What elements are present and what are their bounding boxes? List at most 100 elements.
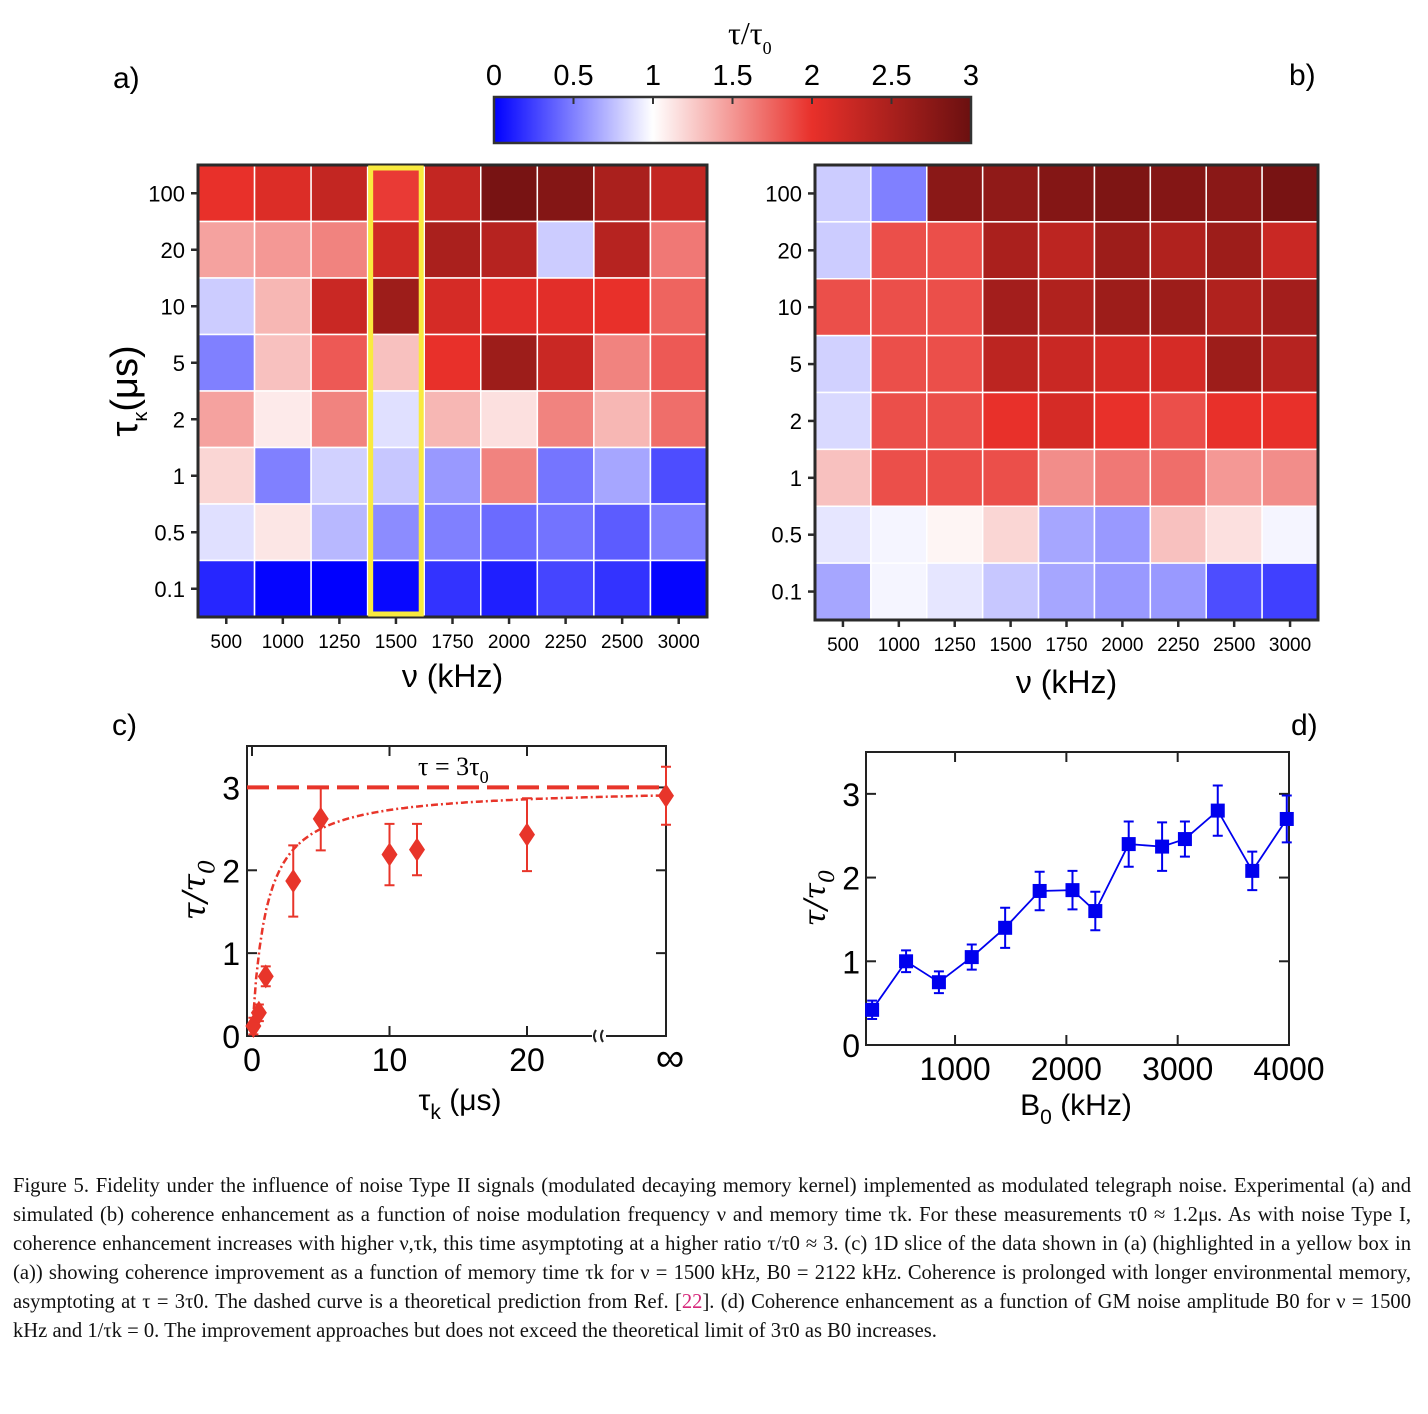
y-tick-label: 0 <box>222 1019 240 1055</box>
figure-caption: Figure 5. Fidelity under the influence o… <box>13 1172 1411 1346</box>
highlight-box <box>368 165 424 617</box>
heatmap-cell <box>870 391 928 451</box>
heatmap-cell <box>253 277 312 336</box>
heatmap-cell <box>423 559 482 618</box>
y-tick-label: 2 <box>222 853 240 889</box>
y-tick-label: 1 <box>173 464 185 489</box>
x-tick-label: 500 <box>827 635 859 656</box>
y-tick-label: 0 <box>842 1028 860 1064</box>
heatmap-cell <box>197 164 256 223</box>
x-tick-label: 1750 <box>431 632 473 653</box>
heatmap-cell <box>1093 334 1152 394</box>
x-tick-label: ∞ <box>656 1036 685 1080</box>
data-point <box>519 822 535 847</box>
data-point <box>1088 904 1103 919</box>
plot-c: 0 1 2 3 0 10 20 ∞ τ = 3τ0 τ/τ0 τk (μs) <box>175 745 685 1124</box>
heatmap-cell <box>1037 562 1096 621</box>
x-axis-label: ν (kHz) <box>402 658 503 694</box>
heatmap-cell <box>1149 278 1207 337</box>
colorbar-tick-label: 3 <box>963 60 979 92</box>
heatmap-cell <box>423 220 482 279</box>
heatmap-cell <box>649 446 708 505</box>
heatmap-cell <box>366 277 425 336</box>
colorbar-tick-label: 2.5 <box>871 60 911 92</box>
data-point <box>1245 863 1260 878</box>
data-point <box>285 869 302 894</box>
heatmap-cell <box>1205 562 1263 621</box>
x-tick-label: 3000 <box>1269 635 1311 656</box>
heatmap-cell <box>253 559 312 618</box>
heatmap-cell <box>814 221 872 280</box>
heatmap-cell <box>253 220 312 279</box>
heatmap-cell <box>253 503 312 562</box>
data-point <box>899 954 914 969</box>
colorbar-tick-label: 2 <box>804 60 820 92</box>
panel-label-b: b) <box>1289 59 1316 92</box>
heatmap-cell <box>310 277 369 336</box>
heatmap-cell <box>423 390 482 449</box>
heatmap-cell <box>197 559 256 618</box>
x-tick-label: 0 <box>243 1042 261 1078</box>
heatmap-cell <box>649 164 708 223</box>
heatmap-cell <box>814 562 872 621</box>
data-point <box>1210 803 1225 818</box>
data-point <box>312 806 329 831</box>
heatmap-cell <box>926 164 984 223</box>
y-tick-label: 10 <box>778 295 802 320</box>
heatmap-cell <box>480 164 539 223</box>
y-tick-label: 2 <box>842 861 860 897</box>
heatmap-cell <box>649 220 708 279</box>
heatmap-cell <box>480 446 539 505</box>
heatmap-cell <box>1037 391 1096 451</box>
heatmap-cell <box>1261 164 1319 223</box>
y-tick-label: 5 <box>173 351 185 376</box>
heatmap-cell <box>197 390 256 449</box>
heatmap-cell <box>814 505 872 564</box>
heatmap-cell <box>366 559 425 618</box>
colorbar-label: τ/τ0 <box>728 15 772 58</box>
x-axis-label: B0 (kHz) <box>1020 1089 1132 1129</box>
y-tick-label: 2 <box>790 409 802 434</box>
heatmap-cell <box>981 221 1040 280</box>
data-point <box>1177 832 1192 847</box>
heatmap-cell <box>197 503 256 562</box>
heatmap-cell <box>870 448 928 507</box>
heatmap-cell <box>1261 505 1319 564</box>
heatmap-cell <box>536 559 595 618</box>
theory-curve <box>251 794 666 1025</box>
data-point <box>1065 883 1080 898</box>
heatmap-cell <box>1205 278 1263 337</box>
heatmap-cell <box>926 448 984 507</box>
x-tick-label: 1000 <box>878 635 920 656</box>
heatmap-cell <box>649 390 708 449</box>
reference-link[interactable]: 22 <box>681 1291 703 1313</box>
heatmap-cell <box>1037 278 1096 337</box>
plot-frame <box>246 745 667 1037</box>
caption-text-end: ]. (d) Coherence enhancement as a functi… <box>13 1291 1411 1342</box>
data-point <box>1032 883 1047 898</box>
y-tick-label: 0.1 <box>771 580 802 605</box>
colorbar-tick-label: 1.5 <box>712 60 752 92</box>
data-point <box>964 950 979 965</box>
heatmap-cell <box>536 220 595 279</box>
heatmap-cell <box>253 390 312 449</box>
heatmap-cell <box>310 164 369 223</box>
heatmap-cell <box>197 333 256 392</box>
y-tick-label: 100 <box>148 181 185 206</box>
heatmap-cell <box>649 559 708 618</box>
data-point <box>998 920 1013 935</box>
data-point <box>1279 811 1294 826</box>
heatmap-cell <box>1037 164 1096 223</box>
heatmap-cell <box>1093 562 1152 621</box>
data-point <box>409 837 425 862</box>
y-tick-label: 20 <box>778 238 802 263</box>
heatmap-cell <box>536 333 595 392</box>
colorbar-tick-label: 1 <box>645 60 661 92</box>
heatmap-cell <box>926 221 984 280</box>
y-tick-label: 10 <box>161 294 185 319</box>
heatmap-cell <box>423 446 482 505</box>
x-tick-label: 10 <box>372 1042 408 1078</box>
panel-label-d: d) <box>1291 709 1318 742</box>
heatmap-cell <box>480 220 539 279</box>
x-tick-label: 1000 <box>919 1051 990 1087</box>
